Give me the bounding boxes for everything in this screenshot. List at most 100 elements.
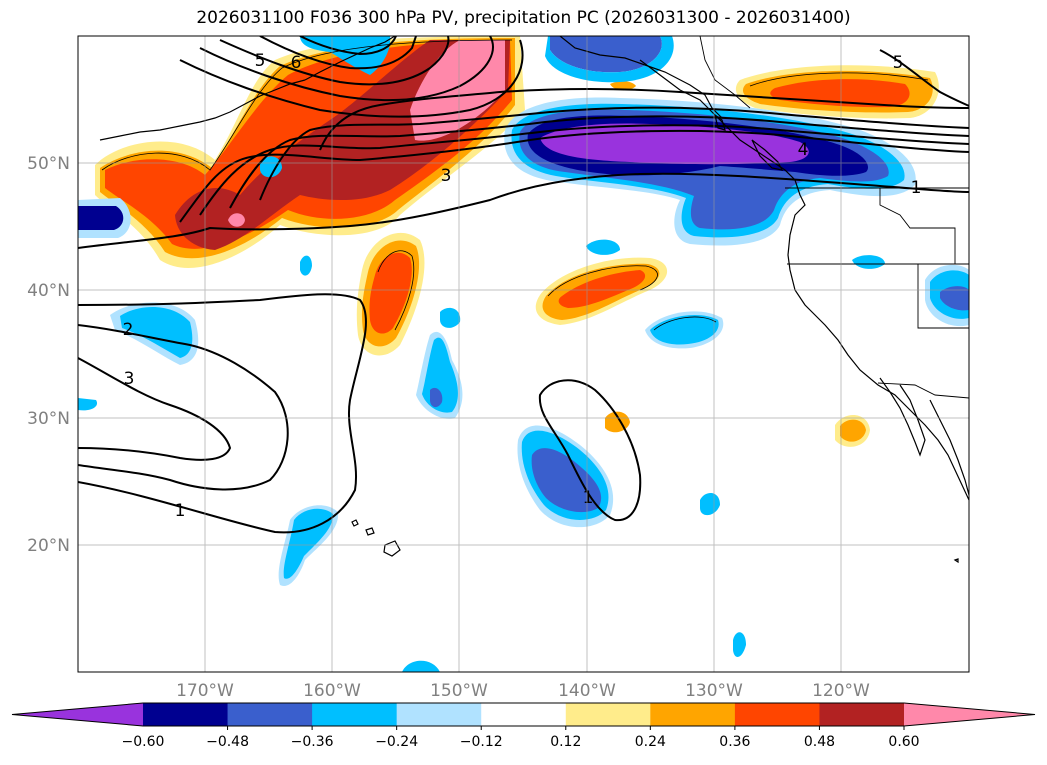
coastlines (99, 36, 969, 564)
colorbar-segment (734, 703, 820, 726)
lon-label-160w: 160°W (303, 681, 361, 701)
colorbar-segment (143, 703, 229, 726)
lon-label-120w: 120°W (812, 681, 870, 701)
colorbar-segment (396, 703, 482, 726)
contour-label-2: 2 (123, 320, 134, 340)
lon-labels: 170°W 160°W 150°W 140°W 130°W 120°W (176, 681, 870, 701)
colorbar-outline (11, 702, 1036, 727)
pv-contour-3-low (78, 357, 232, 461)
colorbar-label: −0.48 (206, 734, 249, 750)
pv-contour-jet-a (179, 129, 969, 223)
border-ak-bc (699, 36, 751, 109)
precip-blob-2 (120, 306, 193, 358)
lat-label-20n: 20°N (27, 536, 70, 556)
colorbar-label: −0.12 (460, 734, 503, 750)
contour-label-1a: 1 (175, 501, 186, 521)
plot-frame (77, 35, 970, 673)
precip-blob-3 (300, 255, 312, 276)
colorbar-segment (227, 703, 313, 726)
colorbar-label: −0.60 (122, 734, 165, 750)
gridlines (78, 36, 969, 672)
precip-blob-8 (283, 508, 334, 579)
vancouver-island (751, 139, 784, 171)
colorbar-segment (481, 703, 567, 726)
precip-blob-10 (733, 632, 746, 657)
precip-s-royal (531, 448, 602, 513)
pv-contours (78, 36, 969, 534)
alaska-peninsula (304, 36, 396, 81)
pv-contour-cutoff (538, 379, 642, 522)
lon-label-150w: 150°W (430, 681, 488, 701)
pv-contour-top-2 (199, 36, 494, 102)
pv-contour-1-jet (78, 172, 969, 249)
border-mex (877, 382, 969, 399)
pv-contour-top-5 (299, 36, 397, 56)
precip-blob-7 (78, 398, 98, 411)
colorbar-segment (650, 703, 736, 726)
lon-label-170w: 170°W (176, 681, 234, 701)
colorbar-label: 0.60 (888, 734, 919, 750)
colorbar-extend-low (12, 703, 143, 726)
precip-top-sky (545, 36, 674, 83)
pv-contour-jet-b (199, 124, 969, 216)
contour-label-6: 6 (291, 53, 302, 73)
contour-label-1b: 1 (583, 488, 594, 508)
lon-label-140w: 140°W (558, 681, 616, 701)
hawaii-3 (383, 540, 401, 557)
colorbar-segment (819, 703, 905, 726)
precip-e3-royal (940, 286, 969, 311)
contour-label-1c: 1 (911, 178, 922, 198)
pv-contour-jet-c (229, 115, 969, 209)
border-id-mt (879, 188, 956, 264)
contour-label-3b: 3 (124, 369, 135, 389)
pv-contour-jet-d (259, 106, 969, 201)
precip-blob-1 (260, 156, 282, 178)
colorbar-segment (312, 703, 398, 726)
lat-labels: 50°N 40°N 30°N 20°N (27, 154, 70, 556)
hawaii-1 (351, 519, 359, 527)
precip-col-royal (430, 387, 443, 408)
pv-contour-jet-e (319, 88, 969, 151)
pv-contour-ne-5 (879, 49, 969, 107)
colorbar-segment (565, 703, 651, 726)
precip-pink-small (228, 213, 245, 227)
border-ca-nv (917, 264, 969, 329)
baja (879, 377, 926, 457)
precip-w-navy (78, 206, 124, 230)
precip-se-orange (840, 419, 866, 442)
colorbar-label: −0.36 (291, 734, 334, 750)
pv-contour-top-3 (219, 36, 450, 86)
contour-label-5b: 5 (893, 53, 904, 73)
pv-contour-labels: 5 6 5 3 2 3 1 1 4 1 (123, 51, 922, 521)
precip-blob-4 (440, 307, 461, 328)
colorbar-extend-high (904, 703, 1035, 726)
precip-tiny-orange (610, 81, 636, 91)
lat-label-30n: 30°N (27, 409, 70, 429)
colorbar-label: 0.24 (635, 734, 666, 750)
colorbar-label: 0.48 (804, 734, 835, 750)
precip-e-redorange (558, 270, 646, 308)
lat-label-40n: 40°N (27, 281, 70, 301)
contour-label-4: 4 (798, 140, 809, 160)
na-coast (639, 59, 969, 501)
pv-contour-top-1 (179, 39, 524, 118)
lat-label-50n: 50°N (27, 154, 70, 174)
contour-label-3a: 3 (441, 166, 452, 186)
colorbar-label: 0.36 (719, 734, 750, 750)
lon-label-130w: 130°W (685, 681, 743, 701)
precip-blob-5 (586, 239, 620, 255)
colorbar-label: −0.24 (375, 734, 418, 750)
colorbar-label: 0.12 (550, 734, 581, 750)
precip-blob-6 (852, 255, 885, 269)
colorbar: −0.60 −0.48 −0.36 −0.24 −0.12 0.12 0.24 0.36 0.4… (11, 702, 1036, 750)
map-title: 2026031100 F036 300 hPa PV, precipitatio… (196, 8, 851, 28)
precip-mid-redorange (369, 252, 412, 334)
precip-blob-9 (700, 493, 720, 516)
pv-contour-top-4 (259, 36, 417, 70)
precip-top-blue (550, 36, 662, 73)
hawaii-2 (365, 527, 375, 536)
pv-contour-1-south (78, 293, 367, 534)
precip-outlines (101, 39, 929, 331)
borders (699, 36, 969, 399)
